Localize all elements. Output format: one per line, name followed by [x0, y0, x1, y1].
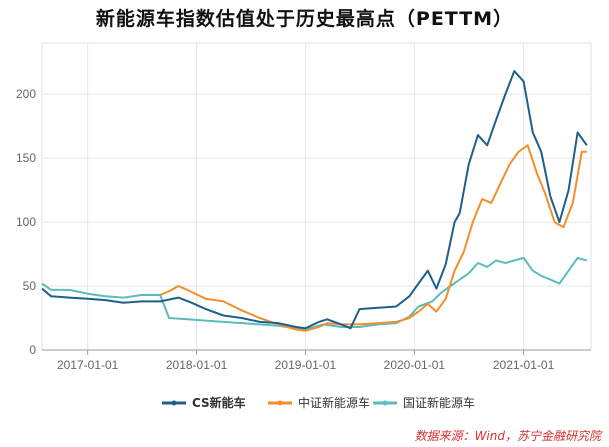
legend-label-1: 中证新能源车 — [298, 395, 370, 410]
legend-label-0: CS新能车 — [192, 395, 246, 410]
x-tick-label: 2020-01-01 — [384, 358, 446, 372]
y-tick-label: 100 — [16, 215, 36, 229]
series-lines — [41, 70, 588, 332]
axes: 0 50 100 150 200 2017-01-01 2018-01-01 2019-01-… — [16, 87, 591, 372]
series-line-2 — [41, 256, 588, 331]
legend-marker-2 — [382, 400, 388, 406]
x-tick-label: 2021-01-01 — [493, 358, 555, 372]
y-tick-label: 150 — [16, 151, 36, 165]
chart-title: 新能源车指数估值处于历史最高点（PETTM） — [95, 8, 514, 30]
series-line-1 — [159, 144, 587, 332]
legend-label-2: 国证新能源车 — [403, 395, 475, 410]
x-tick-label: 2019-01-01 — [275, 358, 337, 372]
x-tick-label: 2017-01-01 — [57, 358, 119, 372]
legend-marker-0 — [171, 400, 177, 406]
gridlines — [41, 42, 592, 351]
series-line-0 — [41, 70, 588, 330]
legend-marker-1 — [277, 400, 283, 406]
y-tick-label: 0 — [29, 343, 36, 357]
y-tick-label: 50 — [23, 279, 37, 293]
x-tick-label: 2018-01-01 — [166, 358, 228, 372]
plot-frame — [41, 42, 592, 351]
legend: CS新能车 中证新能源车 国证新能源车 — [162, 395, 475, 410]
source-note: 数据来源：Wind，苏宁金融研究院 — [414, 429, 601, 443]
y-tick-label: 200 — [16, 87, 36, 101]
